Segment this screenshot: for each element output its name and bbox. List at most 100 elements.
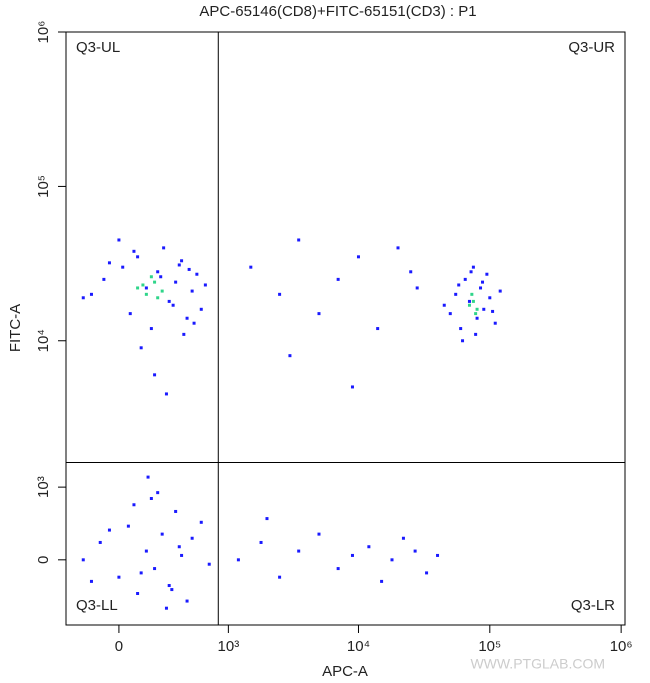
point — [463, 277, 467, 281]
point — [180, 553, 184, 557]
point — [380, 579, 384, 583]
point — [126, 524, 130, 528]
point — [459, 327, 463, 331]
point — [81, 296, 85, 300]
point — [448, 312, 452, 316]
point — [98, 540, 102, 544]
point — [471, 265, 475, 269]
x-tick-label: 10⁶ — [610, 638, 633, 655]
point — [425, 571, 429, 575]
point — [350, 553, 354, 557]
point — [81, 558, 85, 562]
point — [149, 327, 153, 331]
point — [153, 280, 157, 284]
point — [297, 549, 301, 553]
point — [164, 606, 168, 610]
point — [156, 270, 160, 274]
x-tick-label: 10³ — [218, 638, 240, 655]
point — [144, 549, 148, 553]
point — [396, 246, 400, 250]
point — [265, 517, 269, 521]
point — [153, 567, 157, 571]
points-layer — [81, 238, 502, 610]
point — [107, 261, 111, 265]
point — [474, 332, 478, 336]
point — [498, 289, 502, 293]
point — [467, 303, 471, 307]
point — [192, 321, 196, 325]
point — [474, 312, 478, 316]
point — [367, 545, 371, 549]
point — [482, 307, 486, 311]
point — [481, 280, 485, 284]
point — [156, 491, 160, 495]
point — [89, 579, 93, 583]
point — [171, 303, 175, 307]
point — [167, 584, 171, 588]
watermark: WWW.PTGLAB.COM — [470, 656, 605, 672]
point — [493, 321, 497, 325]
point — [190, 536, 194, 540]
y-tick-label: 10⁶ — [35, 21, 52, 44]
point — [467, 299, 471, 303]
point — [278, 292, 282, 296]
point — [317, 312, 321, 316]
point — [336, 277, 340, 281]
point — [297, 238, 301, 242]
point — [136, 592, 140, 596]
point — [153, 373, 157, 377]
point — [436, 553, 440, 557]
x-tick-label: 0 — [115, 638, 123, 655]
point — [203, 283, 207, 287]
point — [136, 255, 140, 259]
point — [479, 286, 483, 290]
point — [128, 312, 132, 316]
point — [167, 299, 171, 303]
point — [162, 246, 166, 250]
point — [187, 267, 191, 271]
point — [180, 259, 184, 263]
chart-title: APC-65146(CD8)+FITC-65151(CD3) : P1 — [199, 3, 476, 20]
point — [471, 299, 475, 303]
point — [488, 296, 492, 300]
point — [174, 509, 178, 513]
point — [136, 286, 140, 290]
point — [160, 532, 164, 536]
point — [259, 540, 263, 544]
point — [249, 265, 253, 269]
point — [390, 558, 394, 562]
quadrant-label: Q3-UR — [568, 39, 615, 56]
point — [457, 283, 461, 287]
point — [185, 316, 189, 320]
y-tick-label: 10⁵ — [35, 175, 52, 198]
point — [141, 283, 145, 287]
point — [415, 286, 419, 290]
quadrant-label: Q3-LR — [571, 597, 615, 614]
point — [182, 332, 186, 336]
point — [102, 277, 106, 281]
point — [485, 272, 489, 276]
point — [149, 497, 153, 501]
x-tick-label: 10⁵ — [478, 638, 501, 655]
point — [190, 289, 194, 293]
point — [159, 275, 163, 279]
point — [185, 599, 189, 603]
point — [117, 575, 121, 579]
point — [413, 549, 417, 553]
point — [470, 292, 474, 296]
point — [160, 289, 164, 293]
point — [199, 307, 203, 311]
point — [144, 286, 148, 290]
point — [317, 532, 321, 536]
point — [475, 307, 479, 311]
point — [156, 296, 160, 300]
point — [278, 575, 282, 579]
point — [139, 571, 143, 575]
point — [454, 292, 458, 296]
point — [89, 292, 93, 296]
point — [174, 280, 178, 284]
point — [107, 528, 111, 532]
point — [117, 238, 121, 242]
x-tick-label: 10⁴ — [347, 638, 370, 655]
